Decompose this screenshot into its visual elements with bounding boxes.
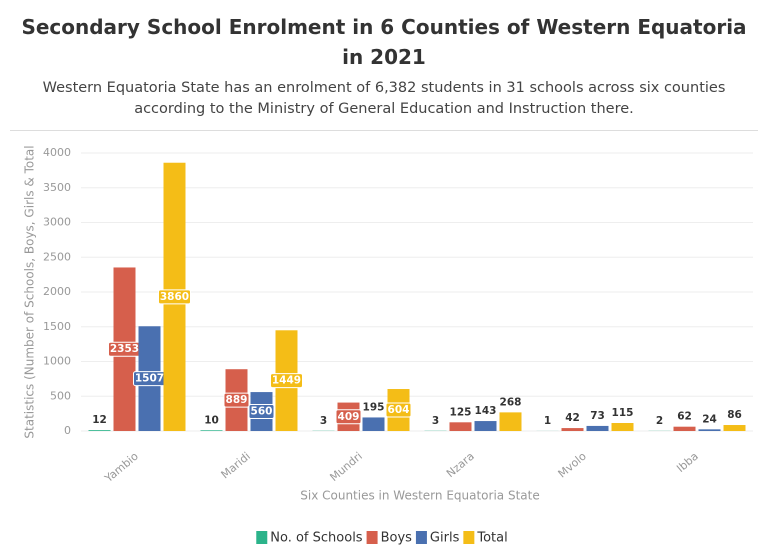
data-label: 143: [475, 405, 497, 417]
data-label: 73: [590, 410, 605, 422]
legend-label[interactable]: Boys: [381, 531, 413, 546]
data-label: 24: [702, 413, 717, 425]
data-label: 560: [251, 406, 273, 418]
data-label: 268: [500, 396, 522, 408]
legend-label[interactable]: Girls: [430, 531, 460, 546]
data-label: 1507: [135, 373, 164, 385]
chart-title: Secondary School Enrolment in 6 Counties…: [21, 15, 747, 69]
legend-swatch[interactable]: [366, 531, 378, 544]
y-tick-label: 1500: [43, 320, 71, 333]
data-label: 10: [204, 414, 219, 426]
bar: [200, 430, 223, 431]
x-tick-label: Mundri: [327, 450, 364, 484]
data-label-box: [223, 392, 250, 408]
data-label: 2: [656, 415, 663, 427]
x-tick-label: Yambio: [102, 449, 142, 485]
bar: [449, 422, 472, 431]
y-tick-label: 500: [50, 389, 71, 402]
x-tick-label: Nzara: [444, 450, 477, 481]
header: Secondary School Enrolment in 6 Counties…: [0, 0, 768, 120]
bar: [362, 417, 385, 431]
y-axis-label: Statistics (Number of Schools, Boys, Gir…: [23, 145, 37, 438]
bar: [474, 421, 497, 431]
data-label: 3: [432, 415, 439, 427]
legend-swatch[interactable]: [415, 531, 427, 544]
data-label: 125: [450, 406, 472, 418]
data-label: 195: [363, 401, 385, 413]
legend-swatch[interactable]: [463, 531, 475, 544]
legend-label[interactable]: Total: [476, 531, 507, 546]
bar: [586, 425, 609, 431]
data-label: 3: [320, 415, 327, 427]
data-label: 409: [338, 411, 360, 423]
x-axis-label: Six Counties in Western Equatoria State: [300, 489, 539, 503]
y-tick-label: 3000: [43, 216, 71, 229]
bar: [88, 430, 111, 431]
y-tick-label: 4000: [43, 146, 71, 159]
bar: [499, 412, 522, 431]
y-tick-label: 0: [64, 424, 71, 437]
data-label: 3860: [160, 291, 189, 303]
bar: [673, 426, 696, 431]
data-label-box: [248, 404, 275, 420]
data-label: 1: [544, 415, 551, 427]
data-label-box: [385, 402, 412, 418]
chart-subtitle: Western Equatoria State has an enrolment…: [42, 80, 726, 117]
y-tick-label: 2000: [43, 285, 71, 298]
bar: [723, 425, 746, 431]
x-tick-label: Ibba: [674, 450, 701, 475]
data-label: 42: [565, 412, 580, 424]
data-label: 12: [92, 414, 107, 426]
bar: [561, 428, 584, 431]
y-tick-label: 3500: [43, 181, 71, 194]
data-label: 115: [612, 407, 634, 419]
data-label: 2353: [110, 343, 139, 355]
y-tick-label: 1000: [43, 355, 71, 368]
bar: [698, 429, 721, 431]
data-label-box: [270, 373, 303, 389]
data-label: 62: [677, 411, 692, 423]
bar: [611, 423, 634, 431]
x-tick-label: Mvolo: [556, 449, 589, 480]
data-label: 604: [388, 404, 410, 416]
data-label-box: [158, 289, 191, 305]
legend-swatch[interactable]: [256, 531, 268, 544]
separator: [10, 130, 758, 131]
data-label: 889: [226, 394, 248, 406]
data-label: 86: [727, 409, 742, 421]
x-tick-label: Maridi: [219, 450, 253, 482]
data-label: 1449: [272, 375, 301, 387]
data-label-box: [335, 409, 362, 425]
y-tick-label: 2500: [43, 250, 71, 263]
legend-label[interactable]: No. of Schools: [270, 531, 363, 546]
